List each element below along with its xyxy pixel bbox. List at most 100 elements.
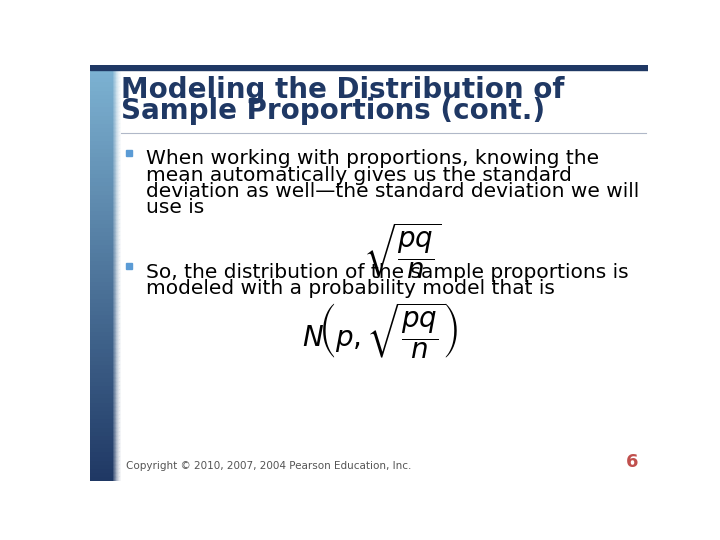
Bar — [117, 451, 118, 456]
Bar — [119, 335, 120, 339]
Bar — [119, 173, 120, 177]
Bar — [113, 69, 114, 73]
Bar — [113, 156, 114, 160]
Bar — [114, 106, 116, 111]
Bar — [113, 472, 114, 476]
Bar — [90, 327, 112, 331]
Bar — [90, 385, 112, 389]
Bar — [116, 69, 117, 73]
Bar — [114, 73, 116, 77]
Bar — [112, 314, 113, 319]
Bar — [119, 144, 120, 148]
Bar — [118, 418, 119, 422]
Bar — [116, 377, 117, 381]
Bar — [119, 160, 120, 165]
Bar — [127, 264, 132, 269]
Text: When working with proportions, knowing the: When working with proportions, knowing t… — [145, 150, 599, 168]
Bar — [90, 339, 112, 343]
Bar — [118, 198, 119, 202]
Bar — [114, 219, 116, 223]
Bar — [118, 352, 119, 356]
Bar — [118, 265, 119, 268]
Bar — [116, 82, 117, 85]
Bar — [113, 148, 114, 152]
Bar — [90, 181, 112, 185]
Bar — [116, 393, 117, 397]
Bar — [113, 256, 114, 260]
Bar — [113, 289, 114, 294]
Bar — [116, 190, 117, 194]
Bar — [118, 298, 119, 302]
Bar — [116, 468, 117, 472]
Bar — [117, 402, 118, 406]
Bar — [117, 377, 118, 381]
Bar — [113, 431, 114, 435]
Bar — [114, 140, 116, 144]
Bar — [118, 322, 119, 327]
Bar — [114, 223, 116, 227]
Bar — [116, 260, 117, 265]
Bar — [118, 472, 119, 476]
Bar — [114, 173, 116, 177]
Bar — [117, 185, 118, 190]
Bar — [117, 368, 118, 373]
Bar — [119, 456, 120, 460]
Bar — [119, 227, 120, 231]
Bar — [118, 73, 119, 77]
Bar — [90, 319, 112, 322]
Bar — [113, 114, 114, 119]
Bar — [118, 231, 119, 235]
Bar — [117, 69, 118, 73]
Bar — [116, 256, 117, 260]
Bar — [90, 144, 112, 148]
Bar — [116, 460, 117, 464]
Bar — [116, 144, 117, 148]
Bar — [119, 235, 120, 239]
Bar — [114, 373, 116, 377]
Bar — [119, 206, 120, 211]
Bar — [114, 356, 116, 360]
Bar — [114, 98, 116, 102]
Bar — [118, 414, 119, 418]
Bar — [116, 281, 117, 285]
Bar — [119, 298, 120, 302]
Bar — [90, 256, 112, 260]
Bar — [118, 211, 119, 214]
Bar — [116, 119, 117, 123]
Bar — [119, 373, 120, 377]
Bar — [118, 194, 119, 198]
Bar — [114, 348, 116, 352]
Bar — [114, 427, 116, 431]
Bar — [112, 235, 113, 239]
Bar — [112, 190, 113, 194]
Bar — [117, 127, 118, 131]
Bar — [114, 443, 116, 447]
Bar — [118, 119, 119, 123]
Bar — [113, 406, 114, 410]
Bar — [117, 106, 118, 111]
Bar — [117, 310, 118, 314]
Bar — [114, 114, 116, 119]
Bar — [119, 102, 120, 106]
Bar — [113, 352, 114, 356]
Bar — [118, 360, 119, 364]
Bar — [116, 111, 117, 114]
Bar — [112, 439, 113, 443]
Bar — [118, 268, 119, 273]
Bar — [119, 114, 120, 119]
Bar — [112, 414, 113, 418]
Bar — [113, 165, 114, 168]
Bar — [116, 356, 117, 360]
Bar — [116, 177, 117, 181]
Bar — [112, 460, 113, 464]
Bar — [118, 152, 119, 156]
Bar — [113, 435, 114, 439]
Bar — [118, 227, 119, 231]
Bar — [112, 144, 113, 148]
Bar — [113, 244, 114, 248]
Bar — [90, 223, 112, 227]
Bar — [112, 306, 113, 310]
Bar — [112, 285, 113, 289]
Bar — [116, 331, 117, 335]
Bar — [112, 136, 113, 140]
